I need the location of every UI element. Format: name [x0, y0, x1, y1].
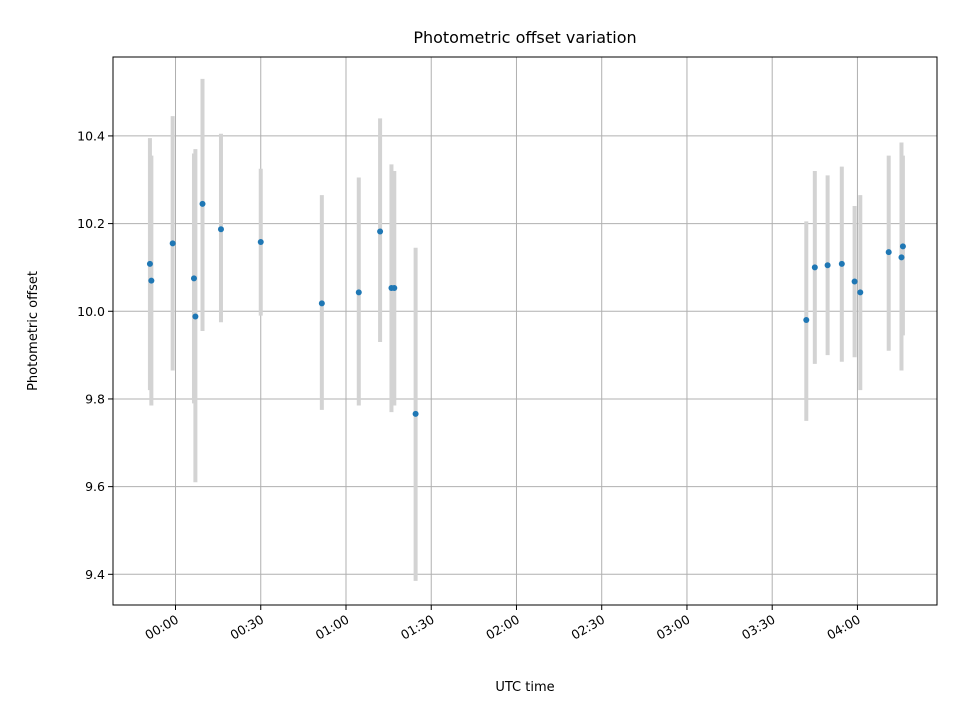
data-point — [412, 410, 419, 417]
y-tick-label: 10.4 — [77, 128, 105, 143]
data-point — [355, 289, 362, 296]
x-tick-label: 03:00 — [654, 612, 693, 643]
y-tick-label: 9.4 — [85, 567, 105, 582]
x-tick-label: 03:30 — [739, 612, 778, 643]
y-axis: 9.4 9.6 9.8 10.0 10.2 10.4 — [77, 128, 113, 582]
x-axis-label: UTC time — [495, 680, 554, 695]
x-axis: 00:00 00:30 01:00 01:30 02:00 02:30 03:00 03:30… — [142, 605, 863, 643]
x-tick-label: 00:00 — [142, 612, 181, 643]
x-tick-label: 02:00 — [483, 612, 522, 643]
data-point — [811, 264, 818, 271]
data-point — [318, 300, 325, 307]
data-point — [148, 277, 155, 284]
data-point — [199, 200, 206, 207]
chart-title: Photometric offset variation — [413, 28, 636, 47]
y-tick-label: 10.0 — [77, 304, 105, 319]
data-point — [838, 260, 845, 267]
data-point — [146, 260, 153, 267]
data-point — [190, 275, 197, 282]
grid-layer — [113, 57, 937, 605]
data-point — [899, 243, 906, 250]
errorbar-layer — [147, 78, 905, 581]
data-point — [391, 285, 398, 292]
data-point — [851, 278, 858, 285]
y-axis-label: Photometric offset — [26, 271, 41, 391]
x-tick-label: 02:30 — [569, 612, 608, 643]
data-point — [898, 254, 905, 261]
data-point — [885, 249, 892, 256]
plot-frame — [112, 56, 938, 606]
x-tick-label: 00:30 — [228, 612, 267, 643]
y-tick-label: 9.6 — [85, 479, 105, 494]
data-point — [169, 240, 176, 247]
y-tick-label: 9.8 — [85, 391, 105, 406]
data-point — [824, 262, 831, 269]
data-point — [192, 313, 199, 320]
data-point — [217, 226, 224, 233]
x-tick-label: 04:00 — [824, 612, 863, 643]
point-layer — [146, 200, 906, 417]
x-tick-label: 01:30 — [398, 612, 437, 643]
x-tick-label: 01:00 — [313, 612, 352, 643]
data-point — [803, 317, 810, 324]
data-point — [857, 289, 864, 296]
data-point — [377, 228, 384, 235]
data-point — [257, 239, 264, 246]
y-tick-label: 10.2 — [77, 216, 105, 231]
